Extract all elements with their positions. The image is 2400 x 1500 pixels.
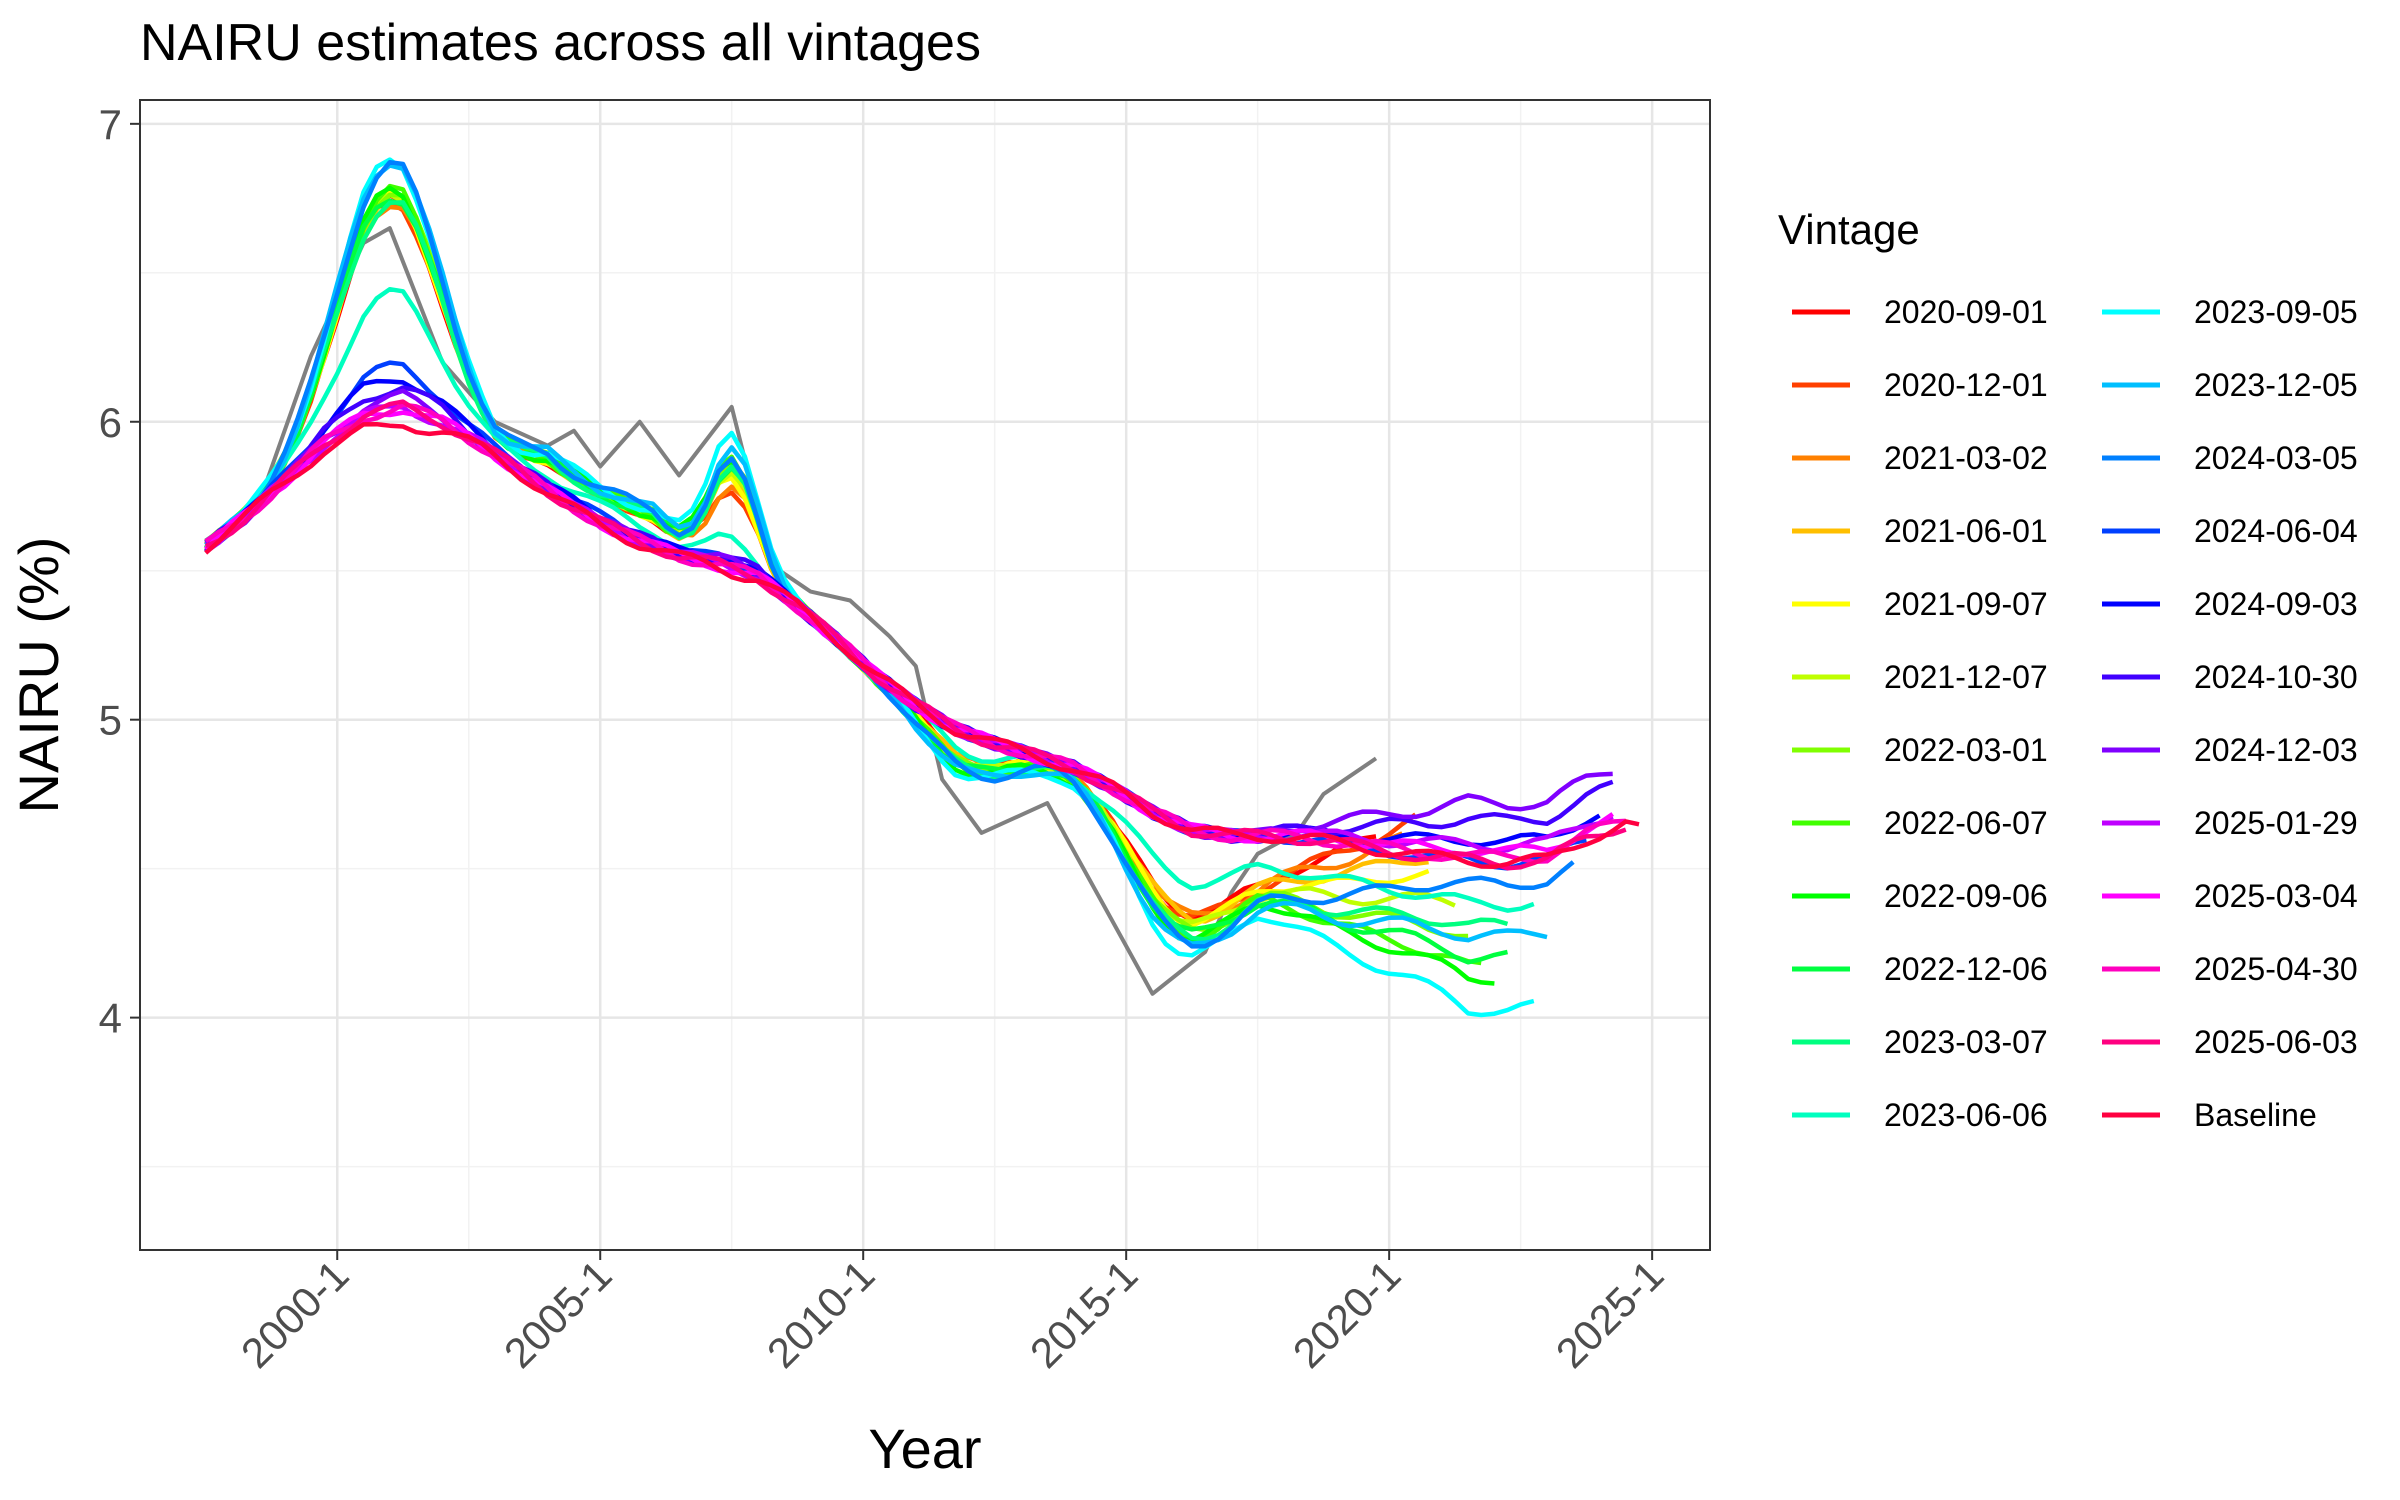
legend-label: 2023-06-06: [1884, 1097, 2048, 1133]
y-tick-label: 6: [99, 399, 122, 446]
legend-label: 2022-06-07: [1884, 805, 2048, 841]
legend-label: 2022-03-01: [1884, 732, 2048, 768]
legend-label: 2023-12-05: [2194, 367, 2358, 403]
y-tick-label: 7: [99, 101, 122, 148]
y-axis: 4 5 6 7: [99, 101, 140, 1042]
y-tick-label: 5: [99, 697, 122, 744]
legend-title: Vintage: [1778, 206, 1920, 253]
legend-label: 2024-10-30: [2194, 659, 2358, 695]
legend: Vintage 2020-09-012020-12-012021-03-0220…: [1778, 206, 2358, 1133]
legend-label: 2024-06-04: [2194, 513, 2358, 549]
legend-label: 2024-12-03: [2194, 732, 2358, 768]
legend-label: 2020-12-01: [1884, 367, 2048, 403]
legend-label: Baseline: [2194, 1097, 2317, 1133]
y-axis-title: NAIRU (%): [7, 537, 70, 814]
legend-label: 2022-09-06: [1884, 878, 2048, 914]
grid-lines: [140, 100, 1710, 1250]
legend-label: 2020-09-01: [1884, 294, 2048, 330]
legend-label: 2022-12-06: [1884, 951, 2048, 987]
legend-label: 2021-12-07: [1884, 659, 2048, 695]
legend-label: 2021-03-02: [1884, 440, 2048, 476]
legend-label: 2025-03-04: [2194, 878, 2358, 914]
legend-label: 2023-03-07: [1884, 1024, 2048, 1060]
series-line: [204, 402, 1626, 864]
chart-title: NAIRU estimates across all vintages: [140, 14, 981, 72]
legend-label: 2023-09-05: [2194, 294, 2358, 330]
plot-border: [139, 99, 1711, 1251]
legend-label: 2024-03-05: [2194, 440, 2358, 476]
series-lines: [204, 157, 1640, 1018]
legend-label: 2024-09-03: [2194, 586, 2358, 622]
legend-label: 2025-06-03: [2194, 1024, 2358, 1060]
legend-label: 2021-06-01: [1884, 513, 2048, 549]
plot-panel: [139, 99, 1711, 1251]
y-tick-label: 4: [99, 995, 122, 1042]
legend-label: 2025-01-29: [2194, 805, 2358, 841]
series-line: [204, 421, 1640, 870]
legend-label: 2021-09-07: [1884, 586, 2048, 622]
legend-items: 2020-09-01 2020-12-01 2021-03-02 2021-06-01…: [1792, 294, 2358, 1133]
series-line: [204, 159, 1575, 949]
x-axis-title: Year: [868, 1417, 981, 1480]
legend-label: 2025-04-30: [2194, 951, 2358, 987]
